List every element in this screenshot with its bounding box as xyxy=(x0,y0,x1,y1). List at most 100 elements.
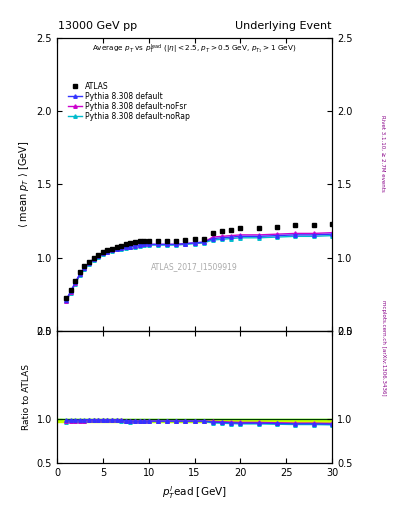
ATLAS xyxy=(201,236,206,242)
Pythia 8.308 default xyxy=(256,233,261,240)
ATLAS xyxy=(220,228,224,234)
ATLAS xyxy=(146,238,151,244)
Pythia 8.308 default-noFsr xyxy=(68,289,73,295)
Pythia 8.308 default-noRap xyxy=(96,254,101,260)
Pythia 8.308 default xyxy=(68,288,73,294)
ATLAS xyxy=(256,225,261,231)
Pythia 8.308 default-noFsr xyxy=(64,297,68,304)
Pythia 8.308 default-noFsr xyxy=(110,247,114,253)
Pythia 8.308 default-noRap xyxy=(229,236,233,242)
Pythia 8.308 default-noRap xyxy=(114,246,119,252)
ATLAS xyxy=(238,225,243,231)
Pythia 8.308 default-noFsr xyxy=(87,260,92,266)
Pythia 8.308 default-noRap xyxy=(192,241,197,247)
Pythia 8.308 default-noFsr xyxy=(183,241,188,247)
ATLAS xyxy=(64,295,68,302)
ATLAS xyxy=(311,222,316,228)
Pythia 8.308 default-noFsr xyxy=(156,241,160,247)
Pythia 8.308 default xyxy=(87,260,92,266)
ATLAS xyxy=(183,237,188,243)
Pythia 8.308 default-noFsr xyxy=(311,230,316,237)
Pythia 8.308 default-noFsr xyxy=(211,234,215,240)
Pythia 8.308 default-noFsr xyxy=(229,232,233,239)
Pythia 8.308 default-noFsr xyxy=(132,243,137,249)
ATLAS xyxy=(114,244,119,250)
ATLAS xyxy=(101,249,105,255)
ATLAS xyxy=(68,287,73,293)
Pythia 8.308 default xyxy=(119,245,123,251)
Pythia 8.308 default xyxy=(101,250,105,256)
Pythia 8.308 default-noRap xyxy=(275,234,279,240)
Pythia 8.308 default-noFsr xyxy=(330,229,334,236)
Text: ATLAS_2017_I1509919: ATLAS_2017_I1509919 xyxy=(151,262,238,271)
Pythia 8.308 default-noFsr xyxy=(77,271,82,278)
Pythia 8.308 default-noFsr xyxy=(201,239,206,245)
ATLAS xyxy=(77,269,82,275)
Pythia 8.308 default-noRap xyxy=(156,242,160,248)
Pythia 8.308 default-noRap xyxy=(132,244,137,250)
Pythia 8.308 default xyxy=(142,241,147,247)
Text: Rivet 3.1.10, ≥ 2.7M events: Rivet 3.1.10, ≥ 2.7M events xyxy=(381,115,386,192)
Pythia 8.308 default xyxy=(123,244,128,250)
Line: Pythia 8.308 default: Pythia 8.308 default xyxy=(64,232,334,302)
Pythia 8.308 default xyxy=(114,246,119,252)
ATLAS xyxy=(293,222,298,228)
Pythia 8.308 default-noRap xyxy=(119,246,123,252)
Pythia 8.308 default-noFsr xyxy=(275,231,279,237)
Pythia 8.308 default-noRap xyxy=(105,249,110,255)
Pythia 8.308 default xyxy=(211,236,215,242)
ATLAS xyxy=(330,221,334,227)
Pythia 8.308 default-noRap xyxy=(220,236,224,242)
Pythia 8.308 default-noRap xyxy=(82,266,87,272)
Pythia 8.308 default-noRap xyxy=(110,248,114,254)
ATLAS xyxy=(142,238,147,244)
ATLAS xyxy=(174,238,178,244)
Pythia 8.308 default xyxy=(77,270,82,276)
Pythia 8.308 default xyxy=(96,253,101,259)
Pythia 8.308 default-noFsr xyxy=(96,253,101,259)
Pythia 8.308 default xyxy=(91,256,96,262)
Pythia 8.308 default xyxy=(174,241,178,247)
Pythia 8.308 default-noFsr xyxy=(101,250,105,256)
ATLAS xyxy=(119,243,123,249)
Pythia 8.308 default xyxy=(220,234,224,241)
ATLAS xyxy=(132,239,137,245)
Pythia 8.308 default-noFsr xyxy=(220,233,224,240)
Pythia 8.308 default-noRap xyxy=(330,232,334,239)
Pythia 8.308 default xyxy=(110,247,114,253)
Pythia 8.308 default-noFsr xyxy=(82,265,87,271)
Pythia 8.308 default-noFsr xyxy=(119,245,123,251)
Pythia 8.308 default xyxy=(105,249,110,255)
ATLAS xyxy=(87,259,92,265)
Pythia 8.308 default-noRap xyxy=(142,242,147,248)
Pythia 8.308 default xyxy=(165,241,169,247)
ATLAS xyxy=(275,224,279,230)
Pythia 8.308 default xyxy=(229,234,233,240)
Pythia 8.308 default-noFsr xyxy=(174,241,178,247)
Pythia 8.308 default xyxy=(156,241,160,247)
Pythia 8.308 default xyxy=(132,243,137,249)
Pythia 8.308 default-noRap xyxy=(91,257,96,263)
Line: Pythia 8.308 default-noRap: Pythia 8.308 default-noRap xyxy=(64,234,334,303)
Pythia 8.308 default-noRap xyxy=(87,261,92,267)
Text: Average $p_T$ vs $p_T^{\rm lead}$ ($|\eta| < 2.5$, $p_T > 0.5$ GeV, $p_{T_1} > 1: Average $p_T$ vs $p_T^{\rm lead}$ ($|\et… xyxy=(92,43,297,56)
Pythia 8.308 default xyxy=(128,244,133,250)
Pythia 8.308 default-noRap xyxy=(73,281,78,287)
Pythia 8.308 default-noFsr xyxy=(142,241,147,247)
Pythia 8.308 default-noFsr xyxy=(238,232,243,238)
Pythia 8.308 default-noRap xyxy=(174,242,178,248)
Line: ATLAS: ATLAS xyxy=(64,222,334,301)
X-axis label: $p_T^l$ead [GeV]: $p_T^l$ead [GeV] xyxy=(162,484,227,501)
ATLAS xyxy=(229,227,233,233)
Pythia 8.308 default-noRap xyxy=(64,298,68,305)
Pythia 8.308 default-noFsr xyxy=(128,244,133,250)
Pythia 8.308 default xyxy=(183,241,188,247)
Pythia 8.308 default-noFsr xyxy=(137,242,142,248)
ATLAS xyxy=(128,240,133,246)
ATLAS xyxy=(82,263,87,269)
ATLAS xyxy=(105,247,110,253)
Pythia 8.308 default-noRap xyxy=(256,234,261,241)
Pythia 8.308 default-noRap xyxy=(101,251,105,257)
Pythia 8.308 default-noRap xyxy=(123,245,128,251)
Y-axis label: Ratio to ATLAS: Ratio to ATLAS xyxy=(22,364,31,430)
